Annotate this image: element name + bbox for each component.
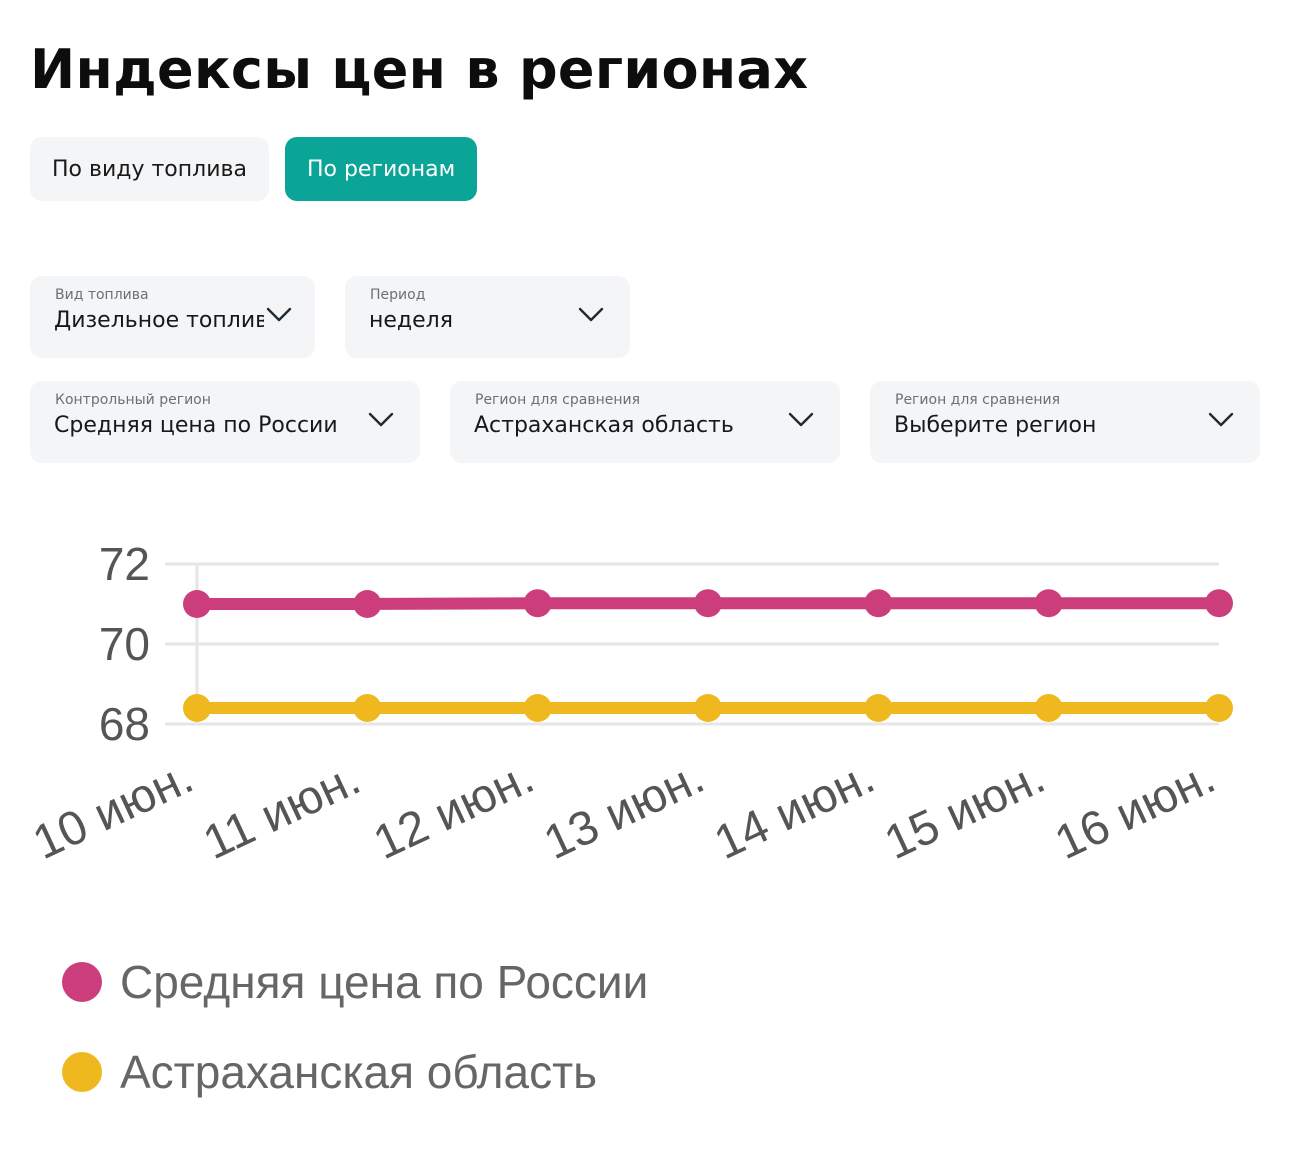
y-tick-label: 68	[99, 698, 150, 750]
compare-region-select-1[interactable]: Регион для сравнения Астраханская област…	[450, 381, 840, 463]
legend-item-russia[interactable]: Средняя цена по России	[62, 950, 648, 1014]
tab-by-fuel-type[interactable]: По виду топлива	[30, 137, 269, 201]
data-point	[353, 694, 382, 722]
y-tick-label: 70	[99, 618, 150, 670]
legend-label-astrakhan: Астраханская область	[120, 1046, 598, 1098]
y-tick-label: 72	[99, 538, 150, 590]
legend-marker-astrakhan	[62, 1052, 102, 1092]
x-tick-label: 12 июн.	[366, 750, 542, 870]
data-point	[1205, 694, 1233, 722]
fuel-type-label: Вид топлива	[55, 287, 149, 303]
data-point	[523, 694, 552, 722]
data-point	[1034, 589, 1063, 618]
price-index-chart: 68 70 72 10 июн.11 июн.12 июн.13 июн.14 июн…	[25, 538, 1233, 870]
x-tick-label: 11 июн.	[196, 752, 369, 870]
data-point	[1034, 694, 1063, 722]
x-tick-label: 13 июн.	[536, 750, 712, 870]
data-point	[1205, 589, 1233, 618]
x-tick-label: 10 июн.	[25, 750, 201, 870]
x-tick-label: 14 июн.	[707, 750, 883, 870]
legend-marker-russia	[62, 962, 102, 1002]
period-value: неделя	[369, 308, 453, 333]
tab-by-regions[interactable]: По регионам	[284, 137, 478, 201]
compare-region-value: Астраханская область	[474, 413, 734, 438]
control-region-value: Средняя цена по России	[54, 413, 338, 438]
chevron-down-icon	[368, 412, 394, 427]
chart-legend: Средняя цена по России Астраханская обла…	[62, 950, 648, 1130]
compare-region-label: Регион для сравнения	[895, 392, 1061, 408]
fuel-type-select[interactable]: Вид топлива Дизельное топливо	[30, 276, 315, 358]
data-point	[864, 589, 893, 618]
tabs: По виду топлива По регионам	[30, 137, 478, 201]
data-point	[694, 589, 722, 618]
compare-region-placeholder: Выберите регион	[894, 413, 1097, 438]
chevron-down-icon	[578, 307, 604, 322]
compare-region-label: Регион для сравнения	[475, 392, 641, 408]
legend-item-astrakhan[interactable]: Астраханская область	[62, 1040, 648, 1104]
page-title: Индексы цен в регионах	[30, 38, 809, 101]
x-tick-label: 16 июн.	[1047, 750, 1223, 870]
data-point	[523, 589, 552, 618]
period-select[interactable]: Период неделя	[345, 276, 630, 358]
chevron-down-icon	[266, 307, 292, 322]
compare-region-select-2[interactable]: Регион для сравнения Выберите регион	[870, 381, 1260, 463]
control-region-label: Контрольный регион	[55, 392, 211, 408]
control-region-select[interactable]: Контрольный регион Средняя цена по Росси…	[30, 381, 420, 463]
data-point	[183, 590, 211, 618]
period-label: Период	[370, 287, 426, 303]
data-point	[353, 590, 382, 618]
fuel-type-value: Дизельное топливо	[54, 308, 264, 333]
data-point	[694, 694, 722, 722]
legend-label-russia: Средняя цена по России	[120, 956, 649, 1008]
data-point	[864, 694, 893, 722]
x-tick-label: 15 июн.	[877, 750, 1053, 870]
chevron-down-icon	[788, 412, 814, 427]
chevron-down-icon	[1208, 412, 1234, 427]
data-point	[183, 694, 211, 722]
